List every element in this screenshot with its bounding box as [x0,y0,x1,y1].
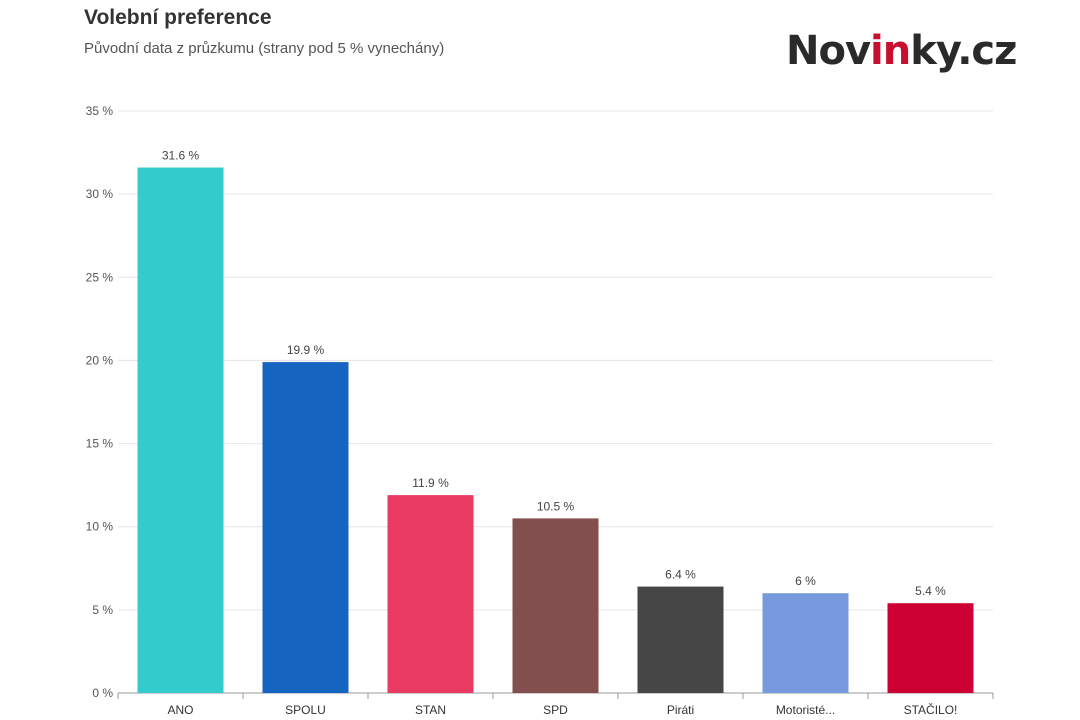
y-tick-label: 5 % [92,603,113,617]
bar [262,362,349,693]
logo-text-end: ky.cz [910,28,1017,74]
y-tick-label: 0 % [92,686,113,700]
x-tick-label: STAN [415,703,446,717]
bar-value-label: 11.9 % [412,476,449,490]
logo-text-accent: in [870,28,911,74]
bar-value-label: 10.5 % [537,499,575,513]
y-tick-label: 20 % [86,353,114,367]
bar [137,167,224,694]
x-tick-label: SPOLU [285,703,326,717]
bar-value-label: 6 % [795,574,816,588]
y-tick-label: 25 % [86,270,114,284]
x-tick-label: Motoristé... [776,703,835,717]
x-tick-label: STAČILO! [904,702,958,717]
chart-title: Volební preference [84,6,272,29]
bar [762,593,849,693]
x-tick-label: SPD [543,703,568,717]
bar-value-label: 5.4 % [915,584,946,598]
bar-value-label: 6.4 % [665,568,696,582]
novinky-logo[interactable]: Novinky.cz [786,28,1017,74]
logo-text-start: Nov [786,28,871,74]
x-tick-label: Piráti [667,703,694,717]
bar [512,518,599,693]
y-tick-label: 35 % [86,104,114,118]
bar [637,586,724,693]
chart-subtitle: Původní data z průzkumu (strany pod 5 % … [84,40,445,57]
bar-value-label: 19.9 % [287,343,325,357]
y-tick-label: 10 % [86,520,114,534]
bar [387,495,474,693]
y-tick-label: 15 % [86,437,114,451]
bar-value-label: 31.6 % [162,149,200,163]
bar [887,603,974,693]
y-tick-label: 30 % [86,187,114,201]
x-tick-label: ANO [167,703,193,717]
